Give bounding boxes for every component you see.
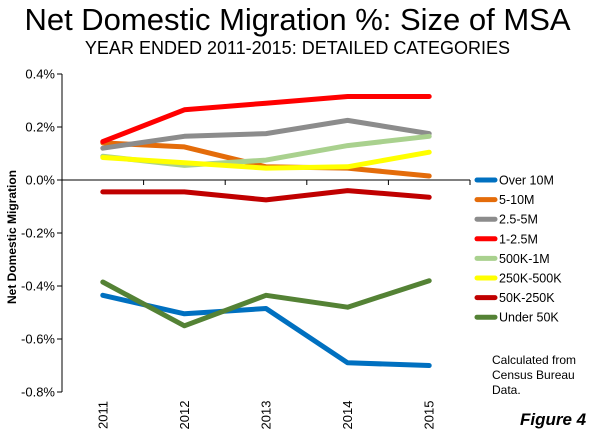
source-note: Calculated from Census Bureau Data. (492, 353, 576, 398)
y-tick-label: -0.8% (21, 385, 55, 400)
x-tick-label: 2013 (259, 401, 274, 430)
legend-label: 1-2.5M (499, 232, 538, 246)
y-tick-label: -0.6% (21, 332, 55, 347)
legend-label: 50K-250K (499, 291, 555, 305)
series-line (100, 149, 432, 171)
legend-label: 2.5-5M (499, 213, 538, 227)
chart-subtitle: YEAR ENDED 2011-2015: DETAILED CATEGORIE… (84, 38, 511, 58)
series-line (100, 278, 432, 329)
y-tick-label: 0.4% (25, 67, 55, 82)
source-note-line: Data. (492, 383, 521, 397)
chart-title: Net Domestic Migration %: Size of MSA (24, 2, 571, 37)
y-tick-label: -0.4% (21, 279, 55, 294)
axes: 0.4% 0.2% 0.0% -0.2% -0.4% -0.6% -0.8% 2011 2012… (5, 67, 471, 430)
x-tick-label: 2015 (422, 401, 437, 430)
legend-label: 500K-1M (499, 252, 550, 266)
y-tick-label: -0.2% (21, 226, 55, 241)
y-tick-label: 0.2% (25, 120, 55, 135)
series-line (100, 292, 432, 368)
x-tick-label: 2014 (340, 401, 355, 430)
series-line (100, 188, 432, 203)
legend-label: Under 50K (499, 311, 559, 325)
source-note-line: Census Bureau (492, 368, 575, 382)
legend-label: Over 10M (499, 174, 554, 188)
y-tick-label: 0.0% (25, 173, 55, 188)
legend-label: 5-10M (499, 193, 534, 207)
source-note-line: Calculated from (492, 353, 577, 367)
series-lines (100, 94, 432, 368)
series-line (100, 117, 432, 151)
y-axis-label: Net Domestic Migration (5, 170, 19, 304)
x-tick-label: 2012 (177, 401, 192, 430)
series-line (100, 94, 432, 145)
x-tick-label: 2011 (95, 401, 110, 429)
figure-label: Figure 4 (520, 410, 587, 429)
legend-label: 250K-500K (499, 272, 562, 286)
legend: Over 10M 5-10M 2.5-5M 1-2.5M 500K-1M 250K-500… (474, 174, 562, 325)
